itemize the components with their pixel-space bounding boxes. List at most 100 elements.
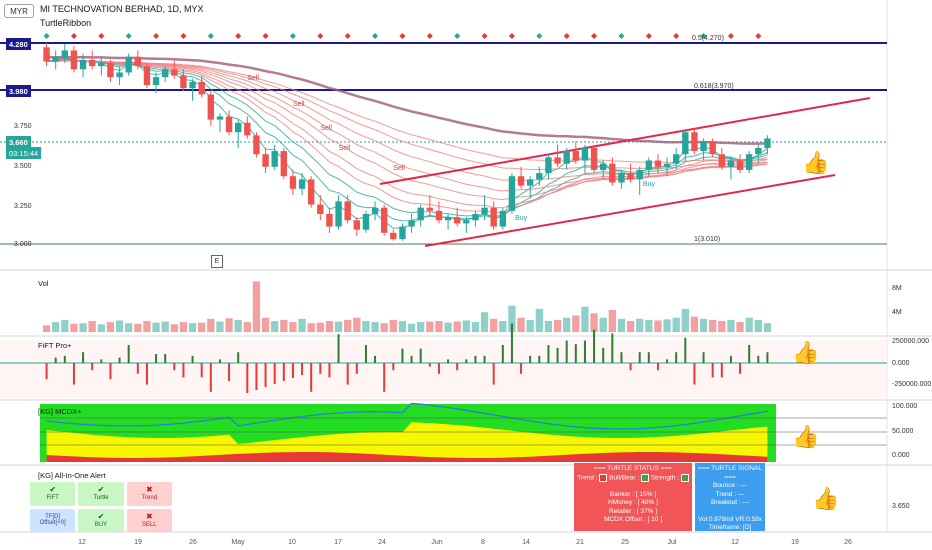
fift-bar — [757, 355, 760, 363]
earnings-marker[interactable]: E — [211, 255, 223, 268]
alert-label: SELL — [141, 521, 157, 528]
candle-body — [116, 72, 123, 78]
vol-pane-title[interactable]: Vol — [38, 279, 49, 288]
fift-bar — [748, 345, 751, 363]
fift-bar — [45, 363, 48, 380]
time-axis-label: May — [231, 539, 245, 546]
volume-bar — [289, 322, 297, 332]
alert-fift[interactable]: ✔ FiFT — [30, 482, 76, 506]
time-axis-label: Jun — [431, 539, 442, 546]
time-axis-label: 12 — [731, 539, 739, 546]
fift-bar — [109, 363, 112, 380]
fift-tick: 250000.000 — [892, 338, 929, 345]
signal-diamond — [317, 33, 324, 39]
cross-icon: ✖ — [145, 485, 153, 495]
fift-bar — [228, 363, 231, 381]
alert-pane-title[interactable]: [KG] All-In-One Alert — [38, 471, 106, 480]
candle-body — [353, 220, 361, 230]
volume-bar — [179, 322, 188, 332]
trend-red-square — [599, 473, 608, 482]
volume-bar — [499, 321, 507, 332]
fift-bar — [273, 363, 276, 384]
price-tag-last: 3.660 — [6, 136, 31, 148]
candle-body — [499, 210, 507, 227]
volume-bar — [115, 320, 124, 332]
alert-turtle[interactable]: ✔ Turtle — [78, 482, 124, 506]
fift-pane-title[interactable]: FiFT Pro+ — [38, 341, 72, 350]
fib-label-1: 1(3.010) — [694, 236, 721, 243]
alert-trend[interactable]: ✖ Trend — [126, 482, 172, 506]
price-tag-top: 4.280 — [6, 38, 31, 50]
indicator-name[interactable]: TurtleRibbon — [40, 18, 92, 28]
volume-bar — [508, 305, 516, 332]
signal-diamond — [125, 33, 132, 39]
signal-diamond — [481, 33, 488, 39]
candle-body — [125, 56, 132, 73]
fift-bar — [63, 355, 66, 363]
fift-bar — [510, 323, 513, 363]
candle-body — [399, 226, 406, 240]
alert-label: Trend — [141, 495, 158, 502]
mcdx-pane-title[interactable]: [KG] MCDX+ — [38, 407, 82, 416]
fift-bar — [246, 363, 249, 393]
signal-diamond — [43, 33, 50, 39]
signal-diamond — [399, 33, 406, 39]
volume-bar — [261, 317, 270, 332]
vol-tick: 4M — [892, 309, 902, 316]
volume-bar — [298, 318, 306, 332]
candle-body — [390, 232, 397, 240]
volume-bar — [480, 312, 489, 332]
currency-badge[interactable]: MYR — [4, 4, 34, 18]
sell-label: Sell — [339, 145, 351, 152]
alert-sell[interactable]: ✖ SELL — [126, 508, 172, 532]
volume-bar — [280, 319, 288, 332]
fift-bar — [255, 363, 258, 390]
volume-bar — [718, 321, 726, 332]
candle-body — [727, 160, 735, 167]
fift-bar — [593, 329, 596, 363]
volume-bar — [88, 321, 96, 332]
candle-body — [198, 81, 205, 95]
fift-bar — [547, 345, 550, 363]
fift-bar — [392, 363, 395, 371]
volume-bar — [626, 321, 635, 332]
volume-bar — [654, 320, 662, 332]
ribbon-line — [46, 58, 768, 217]
alert-timeframe[interactable]: TF[D] Offset[+0] — [30, 508, 76, 532]
alert-buy[interactable]: ✔ BUY — [78, 508, 124, 532]
volume-bar — [745, 317, 753, 332]
signal-diamond — [426, 33, 433, 39]
volume-bar — [599, 317, 607, 332]
fift-bar — [739, 363, 742, 374]
time-axis-label: 17 — [334, 539, 342, 546]
fib-label-0618: 0.618(3.970) — [694, 83, 734, 90]
fift-bar — [237, 352, 240, 363]
fift-tick: -250000.000 — [892, 381, 932, 388]
candle-body — [344, 201, 351, 221]
fift-bar — [647, 352, 650, 363]
volume-bar — [97, 324, 105, 332]
fift-bar — [218, 359, 221, 363]
fift-bar — [401, 348, 404, 363]
price-tick: 3.500 — [14, 163, 32, 170]
mcdx-yellow-area — [46, 422, 768, 462]
volume-bar — [234, 319, 242, 332]
fift-bar — [437, 363, 440, 374]
fift-bar — [565, 340, 568, 363]
fift-bar — [766, 352, 769, 363]
mcdx-blue-line — [46, 402, 768, 430]
timeframe-line: Timeframe: [D] — [708, 524, 752, 531]
fift-bar — [419, 348, 422, 363]
candle-body — [682, 132, 689, 155]
fift-bar — [200, 363, 203, 378]
volume-bar — [453, 321, 461, 332]
alert-label: Turtle — [93, 495, 109, 502]
candle-body — [718, 154, 726, 167]
volume-bar — [553, 319, 562, 332]
fift-bar — [583, 340, 586, 363]
candle-body — [88, 59, 96, 67]
volume-bar — [61, 319, 69, 332]
time-axis-label: Jul — [668, 539, 677, 546]
fift-bar — [82, 352, 85, 363]
time-axis-label: 14 — [522, 539, 530, 546]
